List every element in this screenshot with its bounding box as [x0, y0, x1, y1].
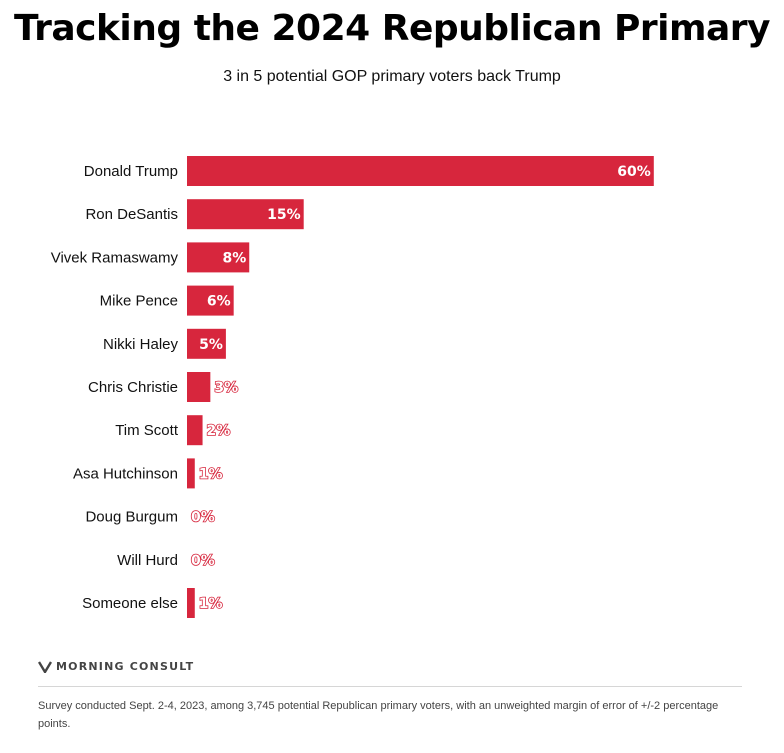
category-label-chris-christie: Chris Christie [88, 379, 178, 396]
logo-text: MORNING CONSULT [56, 660, 195, 673]
morning-consult-logo: MORNING CONSULT [38, 660, 194, 673]
value-label-tim-scott: 2% [207, 423, 231, 439]
morning-consult-logo-icon [38, 660, 52, 673]
value-label-asa-hutchinson: 1% [199, 466, 223, 482]
value-label-ron-desantis: 15% [267, 207, 301, 223]
category-label-tim-scott: Tim Scott [115, 422, 179, 439]
bar-chart: Donald Trump 60% Ron DeSantis 15% Vivek Rama… [51, 156, 654, 618]
category-label-someone-else: Someone else [82, 595, 178, 612]
bar-asa-hutchinson [187, 458, 195, 489]
value-label-someone-else: 1% [199, 596, 223, 612]
category-label-nikki-haley: Nikki Haley [103, 336, 179, 353]
bar-donald-trump [187, 156, 654, 186]
bar-someone-else [187, 588, 195, 618]
category-label-asa-hutchinson: Asa Hutchinson [73, 465, 178, 482]
value-label-mike-pence: 6% [207, 294, 231, 310]
chart-title: Tracking the 2024 Republican Primary [14, 8, 771, 49]
value-label-doug-burgum: 0% [191, 510, 215, 526]
bar-ron-desantis [187, 199, 304, 230]
value-label-vivek-ramaswamy: 8% [222, 250, 246, 266]
bar-chris-christie [187, 372, 211, 402]
value-label-donald-trump: 60% [617, 164, 651, 180]
value-label-nikki-haley: 5% [199, 337, 223, 353]
value-label-chris-christie: 3% [214, 380, 238, 396]
footnote: Survey conducted Sept. 2-4, 2023, among … [38, 700, 719, 730]
category-label-mike-pence: Mike Pence [100, 293, 178, 310]
bar-tim-scott [187, 415, 203, 446]
chart-subtitle: 3 in 5 potential GOP primary voters back… [223, 68, 561, 85]
category-label-ron-desantis: Ron DeSantis [85, 206, 178, 223]
category-label-will-hurd: Will Hurd [117, 552, 178, 569]
category-label-doug-burgum: Doug Burgum [85, 509, 178, 526]
bar-mike-pence [187, 285, 234, 316]
footer-divider [38, 686, 742, 687]
value-label-will-hurd: 0% [191, 553, 215, 569]
category-label-vivek-ramaswamy: Vivek Ramaswamy [51, 249, 179, 266]
bar-vivek-ramaswamy [187, 242, 250, 273]
bar-nikki-haley [187, 328, 226, 359]
category-label-donald-trump: Donald Trump [84, 163, 178, 180]
